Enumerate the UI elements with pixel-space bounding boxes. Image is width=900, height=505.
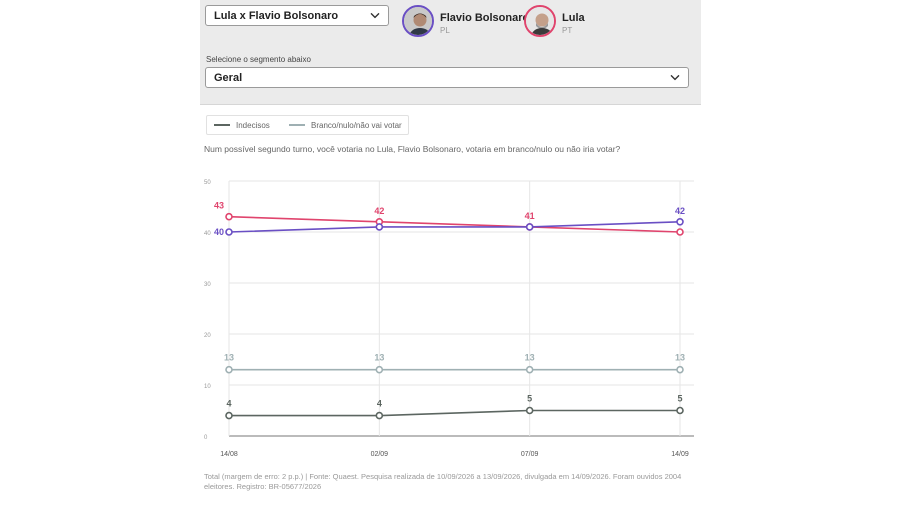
y-tick-label: 10 — [204, 384, 211, 390]
avatar — [524, 5, 556, 37]
data-label: 13 — [374, 353, 384, 363]
candidate-flavio: Flavio Bolsonaro PL — [402, 5, 529, 41]
chevron-down-icon — [370, 12, 380, 18]
legend-label: Branco/nulo/não vai votar — [311, 120, 402, 130]
chart-footnote: Total (margem de erro: 2 p.p.) | Fonte: … — [204, 472, 682, 491]
series-line — [228, 215, 681, 233]
x-tick-label: 14/08 — [220, 451, 238, 458]
candidate-name: Flavio Bolsonaro — [440, 12, 530, 24]
matchup-select[interactable]: Lula x Flavio Bolsonaro — [205, 5, 389, 26]
data-point — [375, 365, 384, 374]
chart-question: Num possível segundo turno, você votaria… — [204, 144, 621, 154]
candidate-lula: Lula PT — [524, 5, 594, 41]
data-label: 13 — [224, 353, 234, 363]
series-line — [229, 409, 680, 417]
x-tick-label: 07/09 — [521, 451, 539, 458]
segment-select[interactable]: Geral — [205, 67, 689, 88]
data-point — [225, 365, 233, 374]
data-label: 42 — [374, 206, 384, 216]
chart-legend: Indecisos Branco/nulo/não vai votar — [206, 115, 409, 135]
y-tick-label: 0 — [204, 435, 208, 441]
y-tick-label: 30 — [204, 282, 211, 288]
data-label: 43 — [214, 201, 224, 211]
y-tick-label: 20 — [204, 333, 211, 339]
legend-item-indecisos[interactable]: Indecisos — [214, 116, 270, 134]
data-label: 5 — [677, 394, 682, 404]
data-label: 4 — [226, 399, 231, 409]
candidate-name: Lula — [562, 12, 585, 24]
data-label: 4 — [377, 399, 382, 409]
data-point — [676, 218, 684, 226]
data-point — [225, 411, 233, 420]
data-point — [375, 411, 384, 420]
data-point — [375, 223, 384, 231]
data-label: 41 — [525, 211, 535, 221]
data-point — [676, 406, 684, 415]
data-point — [525, 223, 534, 231]
y-tick-label: 50 — [204, 180, 211, 186]
legend-swatch — [214, 124, 230, 126]
data-point — [525, 406, 534, 415]
data-label: 5 — [527, 394, 532, 404]
data-point — [225, 212, 233, 221]
x-tick-label: 14/09 — [671, 451, 689, 458]
candidate-party: PL — [440, 26, 450, 35]
data-point — [225, 228, 233, 236]
avatar — [402, 5, 434, 37]
matchup-select-value: Lula x Flavio Bolsonaro — [214, 9, 339, 22]
data-label: 13 — [525, 353, 535, 363]
y-tick-label: 40 — [204, 231, 211, 237]
chevron-down-icon — [670, 74, 680, 80]
legend-item-branco-nulo[interactable]: Branco/nulo/não vai votar — [289, 116, 402, 134]
segment-label: Selecione o segmento abaixo — [206, 55, 311, 64]
x-tick-label: 02/09 — [371, 451, 389, 458]
candidate-party: PT — [562, 26, 573, 35]
series-line — [228, 221, 681, 233]
data-label: 13 — [675, 353, 685, 363]
data-point — [676, 365, 684, 374]
segment-select-value: Geral — [214, 71, 243, 84]
data-label: 40 — [214, 227, 224, 237]
legend-label: Indecisos — [236, 120, 270, 130]
legend-swatch — [289, 124, 305, 126]
data-label: 42 — [675, 206, 685, 216]
data-point — [525, 365, 534, 374]
data-point — [676, 228, 684, 236]
